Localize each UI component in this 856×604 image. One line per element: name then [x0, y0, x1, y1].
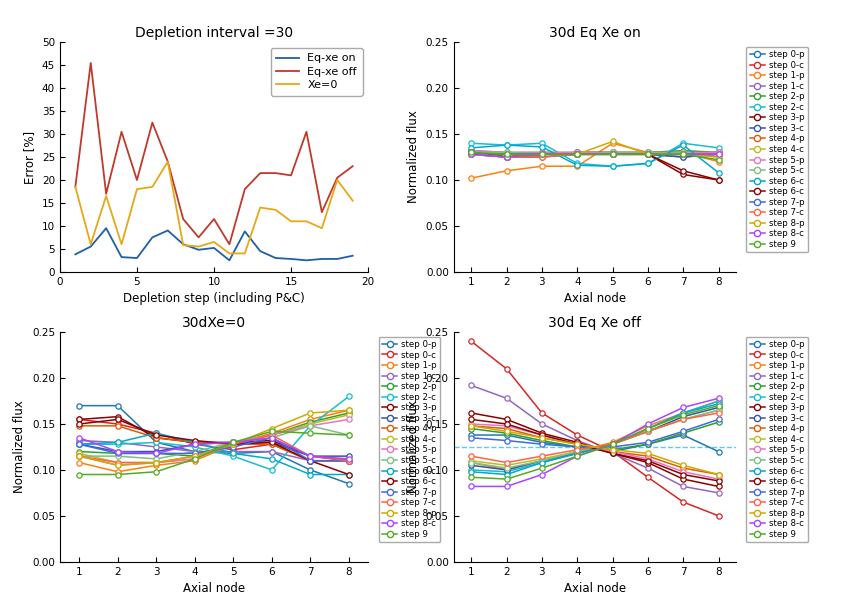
Eq-xe on: [301, 257, 312, 264]
Eq-xe off: [240, 185, 250, 193]
Xe=0: [224, 250, 235, 257]
Title: Depletion interval =30: Depletion interval =30: [135, 26, 293, 40]
Eq-xe on: [255, 248, 265, 255]
Eq-xe off: [116, 128, 127, 135]
X-axis label: Axial node: Axial node: [564, 292, 626, 305]
Y-axis label: Normalized flux: Normalized flux: [407, 111, 420, 204]
Eq-xe off: [332, 174, 342, 181]
Eq-xe on: [317, 255, 327, 263]
Eq-xe on: [116, 254, 127, 261]
Eq-xe off: [286, 172, 296, 179]
Legend: step 0-p, step 0-c, step 1-p, step 1-c, step 2-p, step 2-c, step 3-p, step 3-c, : step 0-p, step 0-c, step 1-p, step 1-c, …: [746, 336, 807, 542]
Xe=0: [147, 183, 158, 190]
Eq-xe off: [301, 128, 312, 135]
Eq-xe on: [163, 227, 173, 234]
Eq-xe on: [70, 251, 80, 258]
Eq-xe on: [224, 257, 235, 264]
Title: 30d Eq Xe on: 30d Eq Xe on: [549, 26, 641, 40]
Eq-xe off: [101, 190, 111, 198]
Xe=0: [132, 185, 142, 193]
Eq-xe off: [163, 158, 173, 165]
Line: Eq-xe on: Eq-xe on: [75, 228, 353, 260]
Xe=0: [301, 217, 312, 225]
Eq-xe off: [178, 216, 188, 223]
Eq-xe off: [147, 119, 158, 126]
Eq-xe on: [348, 252, 358, 259]
Xe=0: [163, 158, 173, 165]
Legend: step 0-p, step 0-c, step 1-p, step 1-c, step 2-p, step 2-c, step 3-p, step 3-c, : step 0-p, step 0-c, step 1-p, step 1-c, …: [746, 47, 807, 252]
Eq-xe off: [348, 162, 358, 170]
Xe=0: [178, 242, 188, 249]
Legend: Eq-xe on, Eq-xe off, Xe=0: Eq-xe on, Eq-xe off, Xe=0: [270, 48, 363, 95]
Title: 30d Eq Xe off: 30d Eq Xe off: [549, 316, 641, 330]
Eq-xe off: [317, 208, 327, 216]
Xe=0: [240, 250, 250, 257]
Xe=0: [70, 183, 80, 190]
Xe=0: [255, 204, 265, 211]
Eq-xe off: [70, 183, 80, 190]
Eq-xe off: [86, 59, 96, 66]
Eq-xe on: [132, 254, 142, 262]
Eq-xe on: [193, 246, 204, 254]
Eq-xe on: [101, 225, 111, 232]
Eq-xe on: [209, 244, 219, 251]
Eq-xe on: [147, 234, 158, 241]
Eq-xe off: [209, 216, 219, 223]
Eq-xe off: [255, 170, 265, 177]
Xe=0: [270, 206, 281, 213]
Xe=0: [193, 243, 204, 250]
Eq-xe on: [286, 255, 296, 263]
X-axis label: Depletion step (including P&C): Depletion step (including P&C): [123, 292, 305, 305]
Xe=0: [101, 193, 111, 200]
Eq-xe on: [86, 243, 96, 250]
Y-axis label: Error [%]: Error [%]: [23, 130, 36, 184]
Eq-xe on: [178, 240, 188, 248]
Y-axis label: Normalized flux: Normalized flux: [407, 400, 420, 493]
Xe=0: [209, 239, 219, 246]
Eq-xe off: [270, 170, 281, 177]
Xe=0: [116, 240, 127, 248]
Xe=0: [317, 225, 327, 232]
Eq-xe on: [332, 255, 342, 263]
Eq-xe off: [132, 176, 142, 184]
Xe=0: [332, 176, 342, 184]
Legend: step 0-p, step 0-c, step 1-p, step 1-c, step 2-p, step 2-c, step 3-p, step 3-c, : step 0-p, step 0-c, step 1-p, step 1-c, …: [378, 336, 440, 542]
Eq-xe on: [240, 228, 250, 235]
Eq-xe on: [270, 254, 281, 262]
Y-axis label: Normalized flux: Normalized flux: [14, 400, 27, 493]
Xe=0: [348, 197, 358, 204]
X-axis label: Axial node: Axial node: [564, 582, 626, 595]
Xe=0: [86, 240, 96, 248]
Xe=0: [286, 217, 296, 225]
Line: Eq-xe off: Eq-xe off: [75, 63, 353, 244]
Line: Xe=0: Xe=0: [75, 162, 353, 254]
Title: 30dXe=0: 30dXe=0: [182, 316, 246, 330]
X-axis label: Axial node: Axial node: [183, 582, 245, 595]
Eq-xe off: [224, 240, 235, 248]
Eq-xe off: [193, 234, 204, 241]
